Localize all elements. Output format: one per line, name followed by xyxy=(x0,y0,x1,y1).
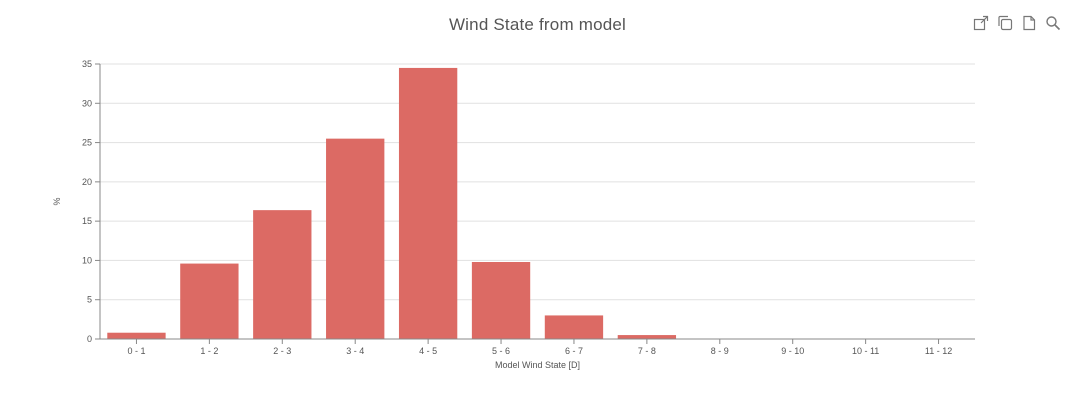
search-icon[interactable] xyxy=(1044,14,1062,32)
bar[interactable] xyxy=(107,332,166,339)
x-axis-title: Model Wind State [D] xyxy=(495,360,580,370)
x-tick-label: 2 - 3 xyxy=(273,346,291,356)
y-tick-label: 15 xyxy=(82,216,92,226)
y-tick-label: 35 xyxy=(82,59,92,69)
y-tick-label: 20 xyxy=(82,177,92,187)
x-tick-label: 7 - 8 xyxy=(638,346,656,356)
copy-icon[interactable] xyxy=(996,14,1014,32)
x-tick-labels: 0 - 1 1 - 2 2 - 3 3 - 4 4 - 5 5 - 6 6 - 7 7 - 8… xyxy=(127,339,952,356)
x-tick-label: 1 - 2 xyxy=(200,346,218,356)
x-tick-label: 11 - 12 xyxy=(925,346,952,356)
x-tick-label: 3 - 4 xyxy=(346,346,364,356)
x-tick-label: 6 - 7 xyxy=(565,346,583,356)
chart-toolbar xyxy=(972,14,1062,32)
y-tick-labels: 0 5 10 15 20 25 30 35 xyxy=(82,59,100,344)
grid-lines xyxy=(100,63,975,301)
x-tick-label: 4 - 5 xyxy=(419,346,437,356)
axes xyxy=(99,64,975,340)
y-tick-label: 5 xyxy=(87,295,92,305)
bar[interactable] xyxy=(617,335,677,339)
y-tick-label: 25 xyxy=(82,138,92,148)
y-tick-label: 0 xyxy=(87,334,92,344)
bar[interactable] xyxy=(544,315,604,339)
document-icon[interactable] xyxy=(1020,14,1038,32)
bar[interactable] xyxy=(398,67,458,339)
x-tick-label: 10 - 11 xyxy=(852,346,879,356)
x-tick-label: 9 - 10 xyxy=(781,346,804,356)
x-tick-label: 5 - 6 xyxy=(492,346,510,356)
y-axis-title: % xyxy=(52,197,62,205)
bar[interactable] xyxy=(253,210,312,339)
bars xyxy=(107,67,677,339)
bar[interactable] xyxy=(180,263,239,339)
chart-title: Wind State from model xyxy=(448,15,627,34)
y-tick-label: 10 xyxy=(82,255,92,265)
y-tick-label: 30 xyxy=(82,98,92,108)
external-link-icon[interactable] xyxy=(972,14,990,32)
bar[interactable] xyxy=(326,138,385,339)
x-tick-label: 8 - 9 xyxy=(711,346,729,356)
x-tick-label: 0 - 1 xyxy=(127,346,145,356)
bar[interactable] xyxy=(471,262,531,339)
